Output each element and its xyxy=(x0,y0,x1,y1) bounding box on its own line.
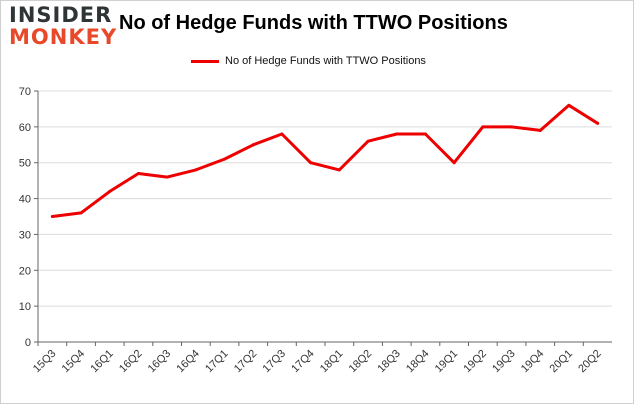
data-point-18Q2 xyxy=(366,139,370,143)
data-point-19Q4 xyxy=(538,128,542,132)
xtick-label-19Q3: 19Q3 xyxy=(490,348,518,376)
data-point-18Q3 xyxy=(395,132,399,136)
data-point-20Q2 xyxy=(596,121,600,125)
data-point-19Q1 xyxy=(452,161,456,165)
ytick-label-60: 60 xyxy=(19,122,31,134)
data-point-17Q3 xyxy=(280,132,284,136)
xtick-label-19Q2: 19Q2 xyxy=(461,348,489,376)
ytick-label-10: 10 xyxy=(19,301,31,313)
xtick-label-16Q1: 16Q1 xyxy=(88,348,116,376)
ytick-label-40: 40 xyxy=(19,194,31,206)
xtick-label-17Q1: 17Q1 xyxy=(203,348,231,376)
data-point-16Q1 xyxy=(108,189,112,193)
xtick-label-16Q4: 16Q4 xyxy=(174,348,202,376)
data-point-16Q2 xyxy=(136,171,140,175)
xtick-label-15Q3: 15Q3 xyxy=(31,348,59,376)
chart-title: No of Hedge Funds with TTWO Positions xyxy=(119,12,508,34)
data-point-17Q4 xyxy=(309,161,313,165)
logo-line-1: INSIDER xyxy=(9,3,113,27)
axes xyxy=(34,90,612,346)
xtick-label-18Q4: 18Q4 xyxy=(404,348,432,376)
y-tick-labels: 0 10 20 30 40 50 60 70 xyxy=(19,86,31,349)
legend-label: No of Hedge Funds with TTWO Positions xyxy=(225,55,426,67)
xtick-label-19Q4: 19Q4 xyxy=(519,348,547,376)
xtick-label-17Q2: 17Q2 xyxy=(232,348,260,376)
xtick-label-15Q4: 15Q4 xyxy=(60,348,88,376)
xtick-label-16Q2: 16Q2 xyxy=(117,348,145,376)
xtick-label-18Q1: 18Q1 xyxy=(318,348,346,376)
xtick-label-20Q1: 20Q1 xyxy=(548,348,576,376)
data-point-16Q4 xyxy=(194,168,198,172)
x-tick-labels: 15Q3 15Q4 16Q1 16Q2 16Q3 16Q4 17Q1 17Q2 17Q3 17Q4… xyxy=(31,348,604,376)
ytick-label-30: 30 xyxy=(19,229,31,241)
xtick-label-18Q2: 18Q2 xyxy=(347,348,375,376)
xtick-label-16Q3: 16Q3 xyxy=(146,348,174,376)
data-point-17Q2 xyxy=(251,143,255,147)
ytick-label-70: 70 xyxy=(19,86,31,98)
data-point-17Q1 xyxy=(223,157,227,161)
data-point-20Q1 xyxy=(567,103,571,107)
data-point-16Q3 xyxy=(165,175,169,179)
data-point-19Q2 xyxy=(481,125,485,129)
insider-monkey-logo: INSIDER MONKEY xyxy=(9,5,117,48)
grid-lines xyxy=(38,90,612,307)
series-line-0 xyxy=(50,103,600,218)
xtick-label-17Q4: 17Q4 xyxy=(289,348,317,376)
ytick-label-50: 50 xyxy=(19,158,31,170)
data-point-15Q4 xyxy=(79,211,83,215)
data-point-19Q3 xyxy=(510,125,514,129)
ytick-label-20: 20 xyxy=(19,265,31,277)
legend-swatch xyxy=(191,59,219,63)
data-point-18Q4 xyxy=(423,132,427,136)
xtick-label-19Q1: 19Q1 xyxy=(433,348,461,376)
chart-legend: No of Hedge Funds with TTWO Positions xyxy=(191,55,426,67)
series-lines xyxy=(50,103,600,218)
xtick-label-17Q3: 17Q3 xyxy=(261,348,289,376)
data-point-18Q1 xyxy=(337,168,341,172)
data-point-15Q3 xyxy=(50,215,54,218)
xtick-label-20Q2: 20Q2 xyxy=(576,348,604,376)
logo-line-2: MONKEY xyxy=(9,25,118,49)
xtick-label-18Q3: 18Q3 xyxy=(375,348,403,376)
ytick-label-0: 0 xyxy=(25,337,31,349)
